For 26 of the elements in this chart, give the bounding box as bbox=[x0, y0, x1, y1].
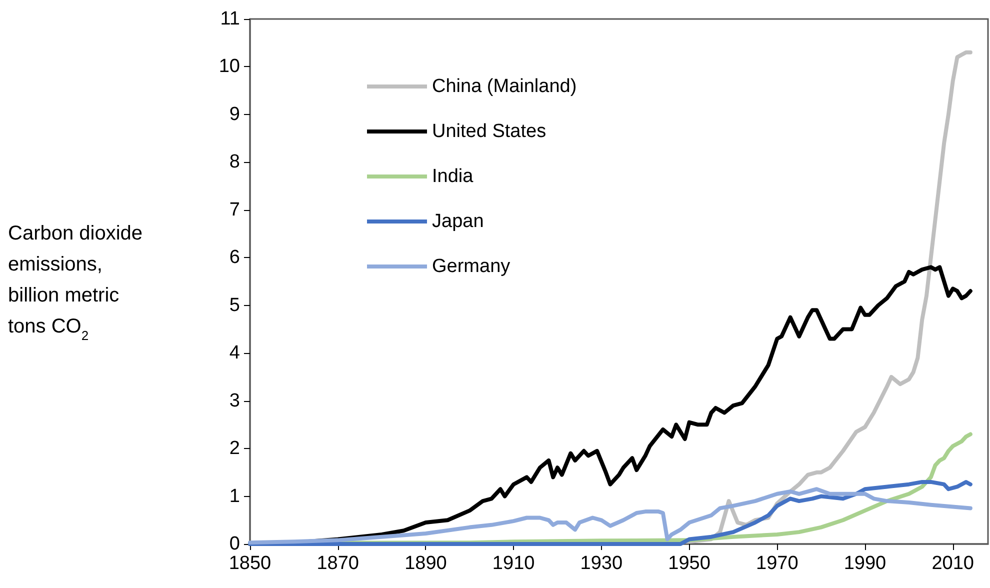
y-tick-label: 5 bbox=[229, 294, 240, 316]
x-tick-label: 1890 bbox=[404, 553, 447, 574]
y-tick-label: 1 bbox=[229, 486, 240, 507]
x-tick-label: 2010 bbox=[932, 553, 974, 574]
y-tick-label: 2 bbox=[229, 438, 240, 460]
x-tick-label: 1870 bbox=[316, 553, 359, 574]
y-tick-label: 8 bbox=[229, 152, 240, 173]
legend-label: China (Mainland) bbox=[432, 76, 577, 97]
y-tick-label: 11 bbox=[220, 8, 240, 30]
legend-label: Japan bbox=[432, 211, 484, 232]
x-tick-label: 1930 bbox=[580, 553, 623, 574]
y-tick-label: 7 bbox=[229, 199, 240, 220]
x-tick-label: 1950 bbox=[668, 553, 710, 574]
y-tick-label: 3 bbox=[229, 390, 240, 412]
y-tick-label: 9 bbox=[229, 104, 240, 125]
y-tick-label: 4 bbox=[229, 342, 240, 364]
x-tick-label: 1970 bbox=[756, 553, 798, 574]
x-tick-label: 1850 bbox=[228, 553, 272, 574]
x-tick-label: 1990 bbox=[844, 553, 886, 574]
y-tick-label: 10 bbox=[218, 56, 240, 78]
y-tick-label: 0 bbox=[229, 534, 240, 554]
legend-label: United States bbox=[432, 121, 546, 142]
legend-label: India bbox=[432, 166, 474, 187]
legend-label: Germany bbox=[432, 256, 511, 277]
y-tick-label: 6 bbox=[229, 247, 240, 268]
x-tick-label: 1910 bbox=[492, 553, 535, 574]
